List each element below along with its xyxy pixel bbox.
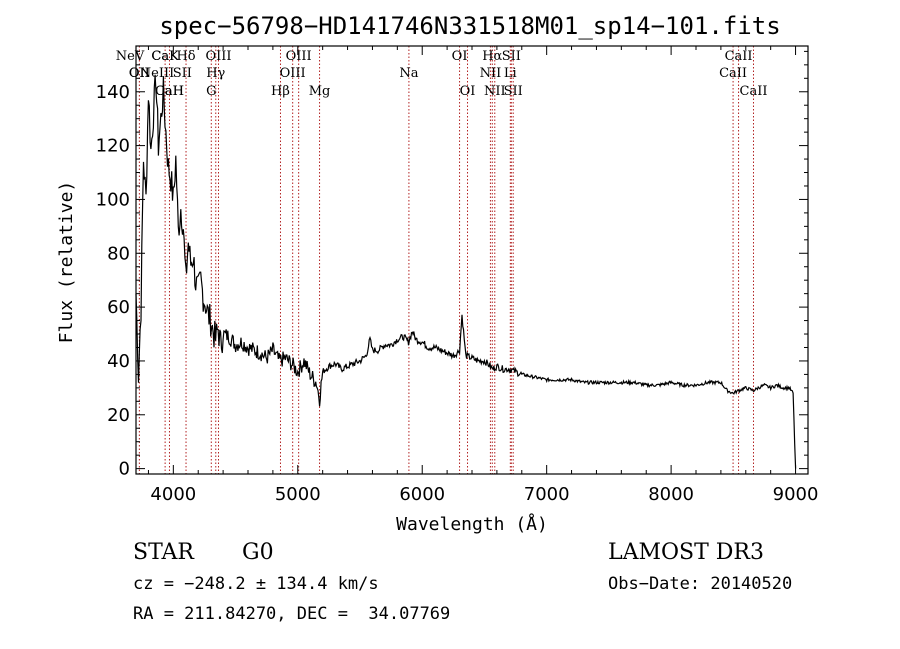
line-marker-label: CaK xyxy=(151,49,179,64)
line-marker-label: CaH xyxy=(155,84,184,99)
y-axis-label: Flux (relative) xyxy=(56,181,77,344)
line-marker-label: OII xyxy=(129,66,150,81)
x-tick-label: 8000 xyxy=(648,484,694,505)
line-marker-labels: NeVOIINeIIICaKCaHSIIOIICaKCaHHδGHγOIIIHβ… xyxy=(116,49,768,99)
line-marker-label: Hγ xyxy=(206,66,225,81)
coords-text: RA = 211.84270, DEC = 34.07769 xyxy=(133,604,451,624)
survey-label: LAMOST DR3 xyxy=(608,540,764,565)
line-marker-label: NeV xyxy=(116,49,145,64)
x-tick-label: 4000 xyxy=(150,484,196,505)
line-marker-label: SII xyxy=(173,66,192,81)
line-marker-label: Li xyxy=(504,66,517,81)
redshift-text: cz = −248.2 ± 134.4 km/s xyxy=(133,574,379,594)
y-tick-label: 20 xyxy=(107,405,130,426)
line-markers xyxy=(138,46,754,474)
subclass: G0 xyxy=(242,540,274,565)
obs-date-text: Obs−Date: 20140520 xyxy=(608,574,793,594)
y-tick-label: 40 xyxy=(107,351,130,372)
x-tick-label: 9000 xyxy=(773,484,819,505)
y-tick-label: 0 xyxy=(119,459,130,480)
line-marker-label: CaH xyxy=(155,84,184,99)
y-tick-label: 140 xyxy=(96,82,130,103)
line-marker-label: CaII xyxy=(740,84,768,99)
line-marker-label: Hα xyxy=(482,49,502,64)
line-marker-label: OII xyxy=(129,66,150,81)
x-tick-label: 5000 xyxy=(275,484,321,505)
line-marker-label: CaII xyxy=(725,49,753,64)
line-marker-label: OIII xyxy=(205,49,231,64)
x-axis-label: Wavelength (Å) xyxy=(396,513,548,535)
x-tick-label: 6000 xyxy=(399,484,445,505)
x-axis-ticks: 4000 5000 6000 7000 8000 9000 xyxy=(147,46,819,505)
line-marker-label: NII xyxy=(484,84,506,99)
line-marker-label: G xyxy=(206,84,216,99)
line-marker-label: Hδ xyxy=(176,49,195,64)
line-marker-label: OIII xyxy=(286,49,312,64)
line-marker-label: CaII xyxy=(719,66,747,81)
line-marker-label: OI xyxy=(452,49,468,64)
y-tick-label: 120 xyxy=(96,136,130,157)
line-marker-label: Mg xyxy=(309,84,331,99)
line-marker-label: CaK xyxy=(151,49,179,64)
line-marker-label: NII xyxy=(480,66,502,81)
plot-frame xyxy=(135,45,809,475)
line-marker-label: NeIII xyxy=(140,66,174,81)
line-marker-label: OI xyxy=(460,84,476,99)
line-marker-label: SII xyxy=(502,49,521,64)
line-marker-label: SII xyxy=(504,84,523,99)
y-tick-label: 80 xyxy=(107,243,130,264)
y-tick-label: 60 xyxy=(107,297,130,318)
line-marker-label: Na xyxy=(399,66,418,81)
y-tick-label: 100 xyxy=(96,189,130,210)
line-marker-label: Hβ xyxy=(271,84,290,99)
line-marker-label: OIII xyxy=(280,66,306,81)
x-tick-label: 7000 xyxy=(524,484,570,505)
object-class: STAR xyxy=(133,540,194,565)
y-axis-ticks: 0 20 40 60 80 100 120 140 xyxy=(96,50,808,480)
chart-title: spec−56798−HD141746N331518M01_sp14−101.f… xyxy=(159,12,780,40)
spectrum-line xyxy=(135,74,797,469)
